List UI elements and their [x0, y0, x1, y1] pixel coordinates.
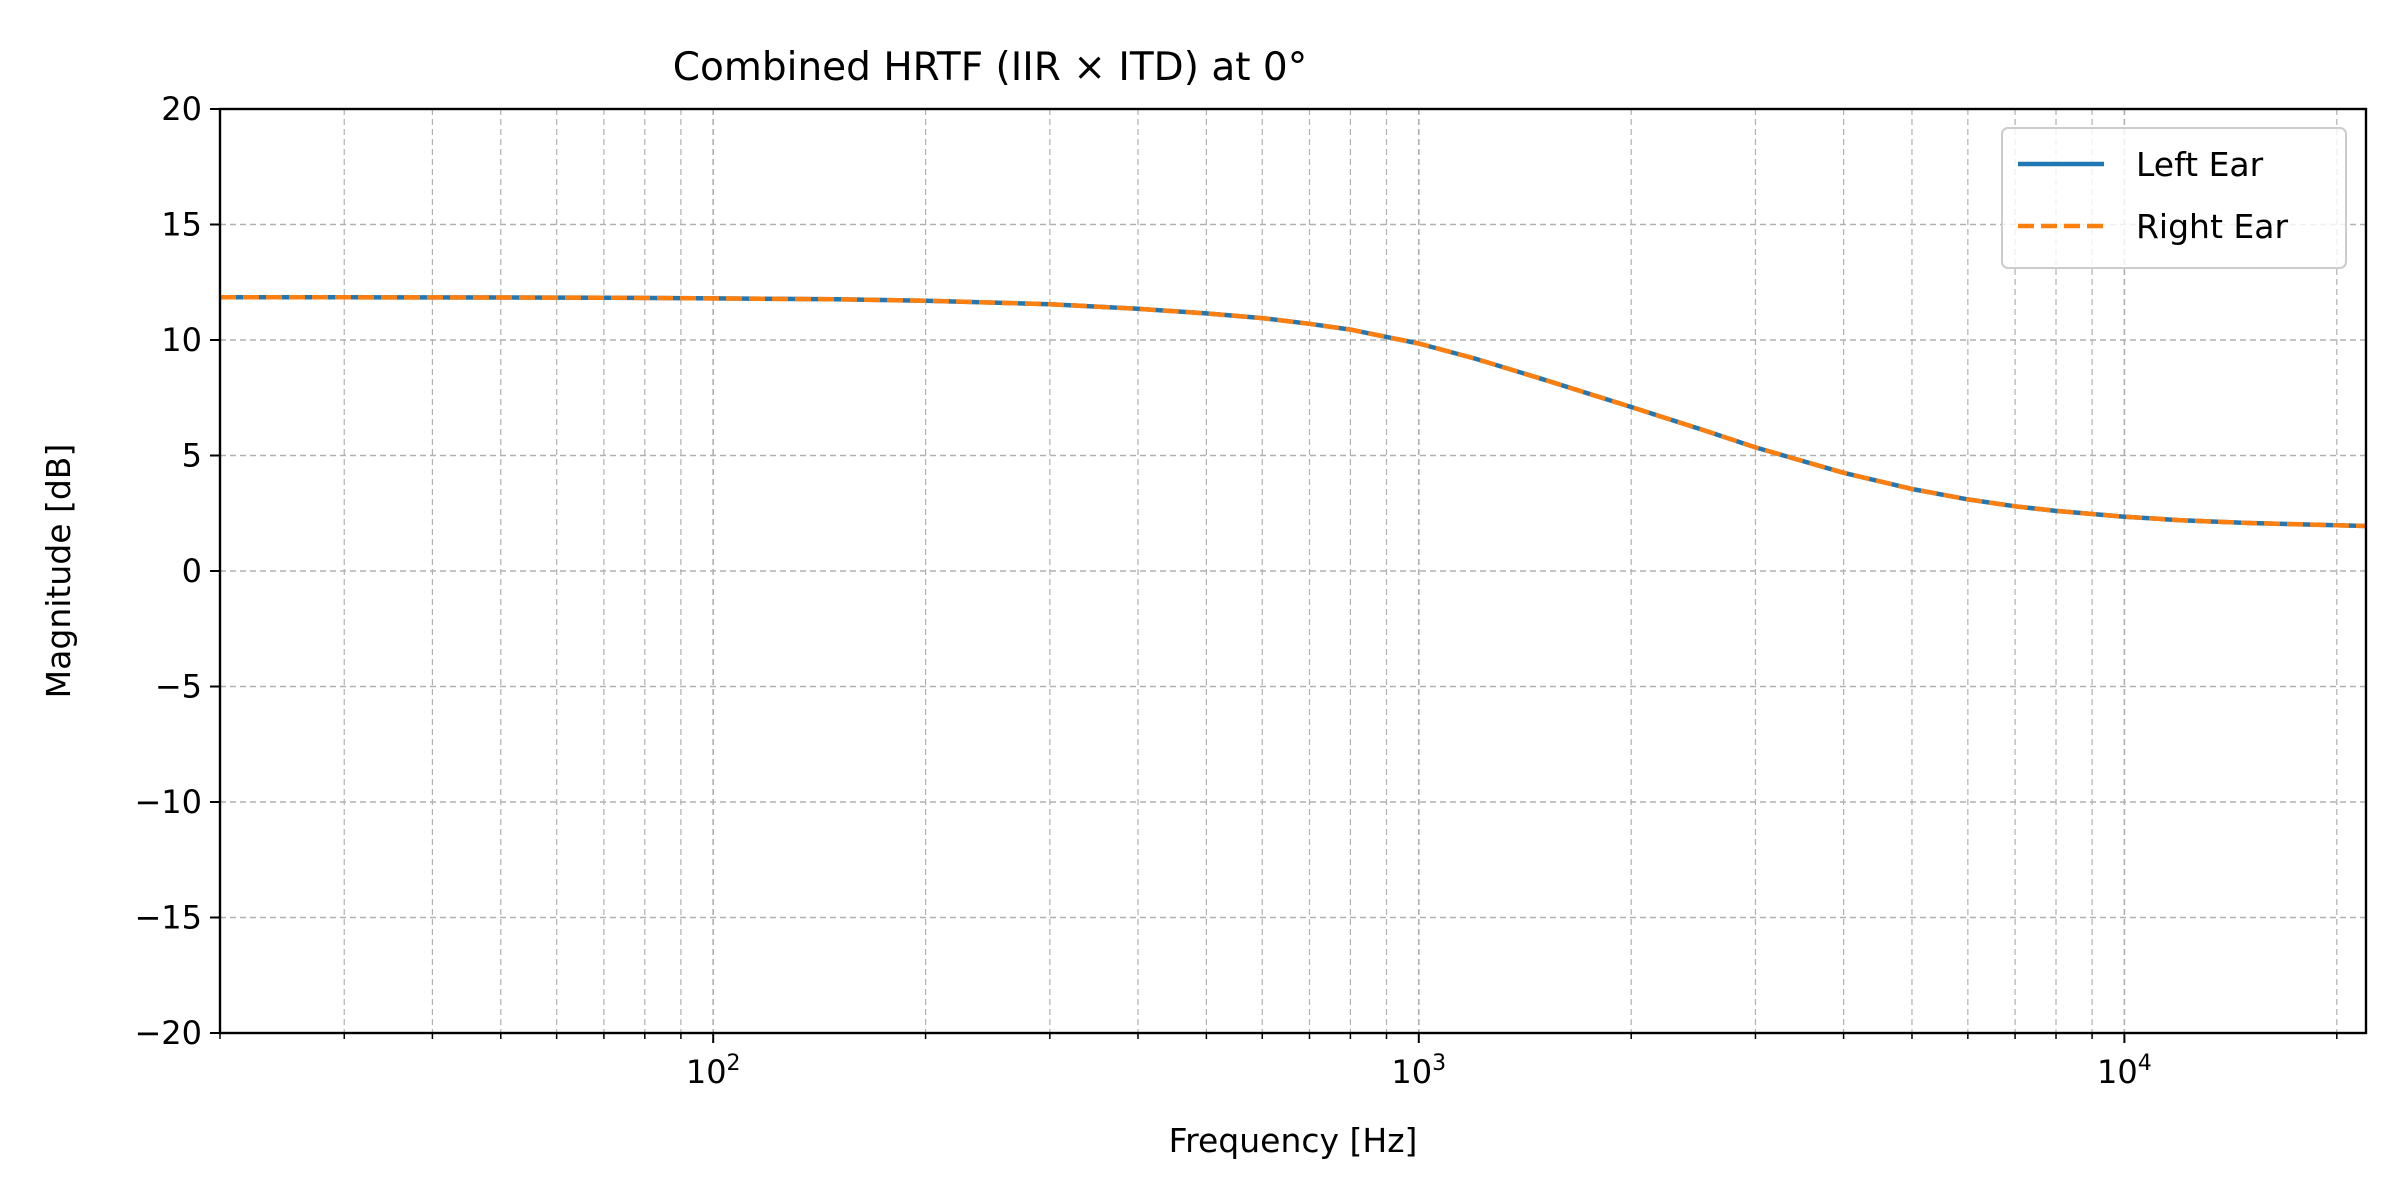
- y-axis: 20 15 10 5 0 −5 −10 −15 −20: [134, 90, 220, 1052]
- y-tick-label: 20: [161, 90, 202, 128]
- legend-label: Left Ear: [2136, 145, 2264, 184]
- chart-title: Combined HRTF (IIR × ITD) at 0°: [673, 45, 1307, 90]
- x-tick-label: 102: [686, 1051, 741, 1091]
- y-tick-label: −20: [134, 1014, 202, 1052]
- y-axis-label: Magnitude [dB]: [39, 444, 78, 699]
- y-tick-label: −15: [134, 899, 202, 937]
- y-tick-label: 5: [182, 437, 202, 475]
- y-tick-label: −10: [134, 783, 202, 821]
- y-tick-label: −5: [155, 668, 202, 706]
- y-tick-label: 15: [161, 206, 202, 244]
- series-layer: [220, 295, 2367, 529]
- grid: [219, 108, 2366, 1034]
- x-tick-label: 104: [2097, 1051, 2152, 1091]
- series-line-right-ear: [220, 295, 2367, 529]
- x-axis: 102 103 104: [219, 1033, 2338, 1091]
- legend: Left Ear Right Ear: [2001, 127, 2347, 269]
- y-tick-label: 0: [182, 552, 202, 590]
- legend-label: Right Ear: [2136, 207, 2288, 246]
- y-tick-label: 10: [161, 321, 202, 359]
- x-axis-label: Frequency [Hz]: [1169, 1121, 1418, 1160]
- x-tick-label: 103: [1391, 1051, 1446, 1091]
